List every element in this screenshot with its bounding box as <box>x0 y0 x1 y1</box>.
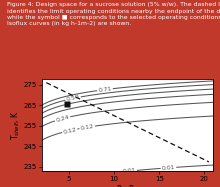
Text: 0.71: 0.71 <box>98 86 112 93</box>
Text: Figure 4: Design space for a sucrose solution (5% w/w). The dashed line
identifi: Figure 4: Design space for a sucrose sol… <box>7 2 220 26</box>
Text: 0.12: 0.12 <box>62 127 77 135</box>
X-axis label: P$_c$, Pa: P$_c$, Pa <box>116 183 139 187</box>
Text: 0.01: 0.01 <box>161 165 175 171</box>
Text: 0.01: 0.01 <box>122 168 136 174</box>
Y-axis label: T$_{shelf}$, K: T$_{shelf}$, K <box>10 110 22 140</box>
Text: 0.12: 0.12 <box>80 124 94 131</box>
Text: 0.24: 0.24 <box>55 114 70 123</box>
Text: 0.59: 0.59 <box>66 95 80 102</box>
